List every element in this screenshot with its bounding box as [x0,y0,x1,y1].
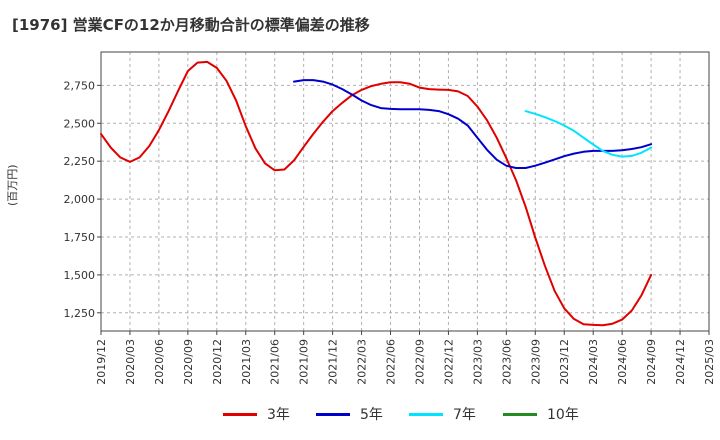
series-line-1 [293,79,653,169]
x-tick-label: 2023/12 [558,339,571,385]
legend: 3年 5年 7年 10年 [0,402,720,426]
legend-swatch [503,412,537,416]
x-tick-label: 2022/12 [442,339,455,385]
x-tick-label: 2021/09 [298,339,311,385]
x-tick-label: 2023/09 [529,339,542,385]
series-line-0 [100,60,653,327]
x-tick-label: 2024/09 [645,339,658,385]
legend-item: 10年 [503,402,579,426]
chart-title: [1976] 営業CFの12か月移動合計の標準偏差の推移 [12,16,370,34]
x-tick-label: 2024/03 [587,339,600,385]
x-tick-label: 2019/12 [95,339,108,385]
legend-label: 7年 [453,407,476,423]
plot-frame [100,51,710,332]
x-tick-label: 2024/12 [674,339,687,385]
x-tick-label: 2021/03 [240,339,253,385]
x-tick-label: 2021/12 [327,339,340,385]
x-tick-label: 2022/09 [413,339,426,385]
line-chart: 1,250 1,500 1,750 2,000 2,250 2,500 2,750 2019… [64,51,716,385]
x-tick-label: 2020/03 [124,339,137,385]
y-tick-label: 1,500 [64,269,96,282]
series-line-2 [524,110,653,158]
x-tick-label: 2021/06 [269,339,282,385]
x-axis-ticks: 2019/12 2020/03 2020/06 2020/09 2020/12 2021/… [95,331,716,385]
y-axis-ticks: 1,250 1,500 1,750 2,000 2,250 2,500 2,750 [64,79,101,320]
legend-item: 5年 [316,402,383,426]
legend-swatch [223,412,257,416]
x-tick-label: 2023/03 [471,339,484,385]
x-tick-label: 2020/12 [211,339,224,385]
x-tick-label: 2023/06 [500,339,513,385]
y-tick-label: 2,750 [64,79,96,92]
y-tick-label: 1,250 [64,307,96,320]
x-tick-label: 2022/03 [356,339,369,385]
y-tick-label: 2,250 [64,155,96,168]
x-tick-label: 2024/06 [616,339,629,385]
y-tick-label: 2,000 [64,193,96,206]
legend-label: 10年 [547,407,579,423]
x-tick-label: 2020/09 [182,339,195,385]
x-tick-label: 2020/06 [153,339,166,385]
x-tick-label: 2022/06 [385,339,398,385]
legend-label: 5年 [360,407,383,423]
series-layer [100,60,653,327]
legend-item: 3年 [223,402,290,426]
legend-swatch [409,412,443,416]
legend-swatch [316,412,350,416]
x-tick-label: 2025/03 [703,339,716,385]
legend-label: 3年 [267,407,290,423]
gridlines [100,52,710,331]
legend-item: 7年 [409,402,476,426]
y-tick-label: 1,750 [64,231,96,244]
y-tick-label: 2,500 [64,117,96,130]
